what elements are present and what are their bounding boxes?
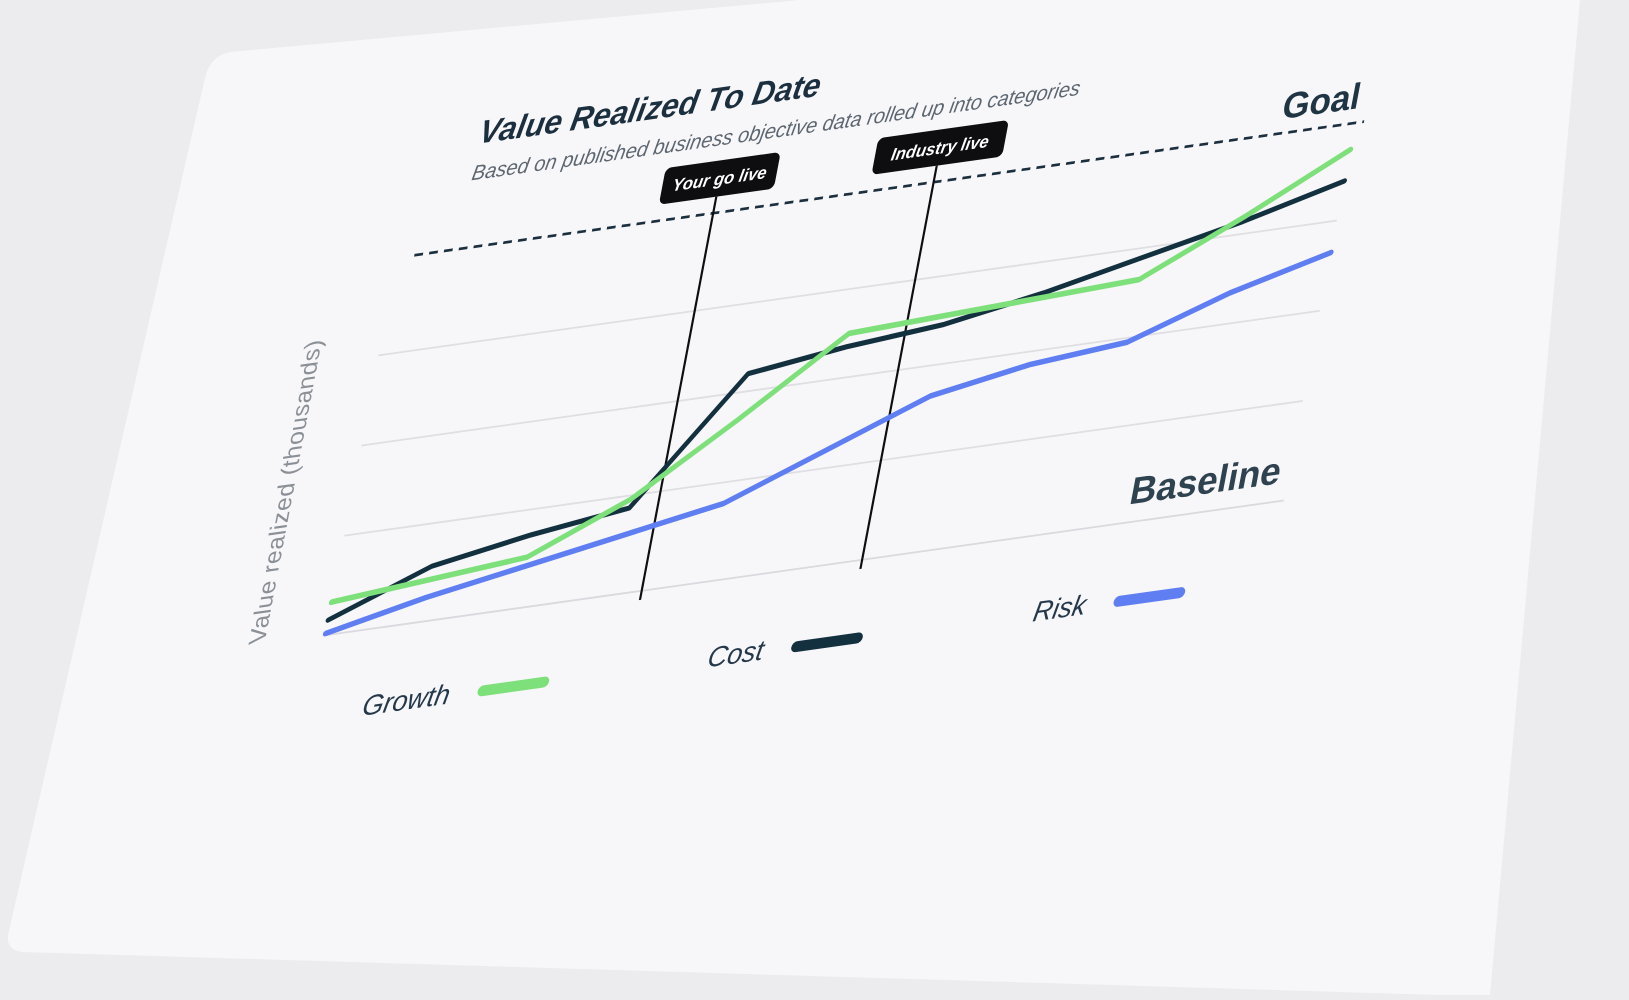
reference-layer — [325, 120, 1365, 637]
legend-swatch-cost — [791, 632, 863, 653]
series-risk-line — [322, 249, 1334, 637]
series-layer — [322, 146, 1354, 637]
industry-live-tag — [872, 120, 1008, 175]
chart-card — [7, 0, 1580, 995]
goal-line — [414, 120, 1365, 257]
your-go-live-line — [638, 196, 718, 601]
series-growth-line — [328, 146, 1354, 606]
series-cost-line — [325, 178, 1347, 623]
your-go-live-tag — [659, 152, 780, 204]
grid-line-2 — [361, 309, 1320, 447]
grid-line-1 — [344, 400, 1303, 537]
industry-live-line — [859, 165, 938, 570]
legend-swatch-growth — [477, 676, 550, 697]
legend-swatch-risk — [1113, 587, 1186, 607]
baseline-line — [325, 499, 1285, 637]
